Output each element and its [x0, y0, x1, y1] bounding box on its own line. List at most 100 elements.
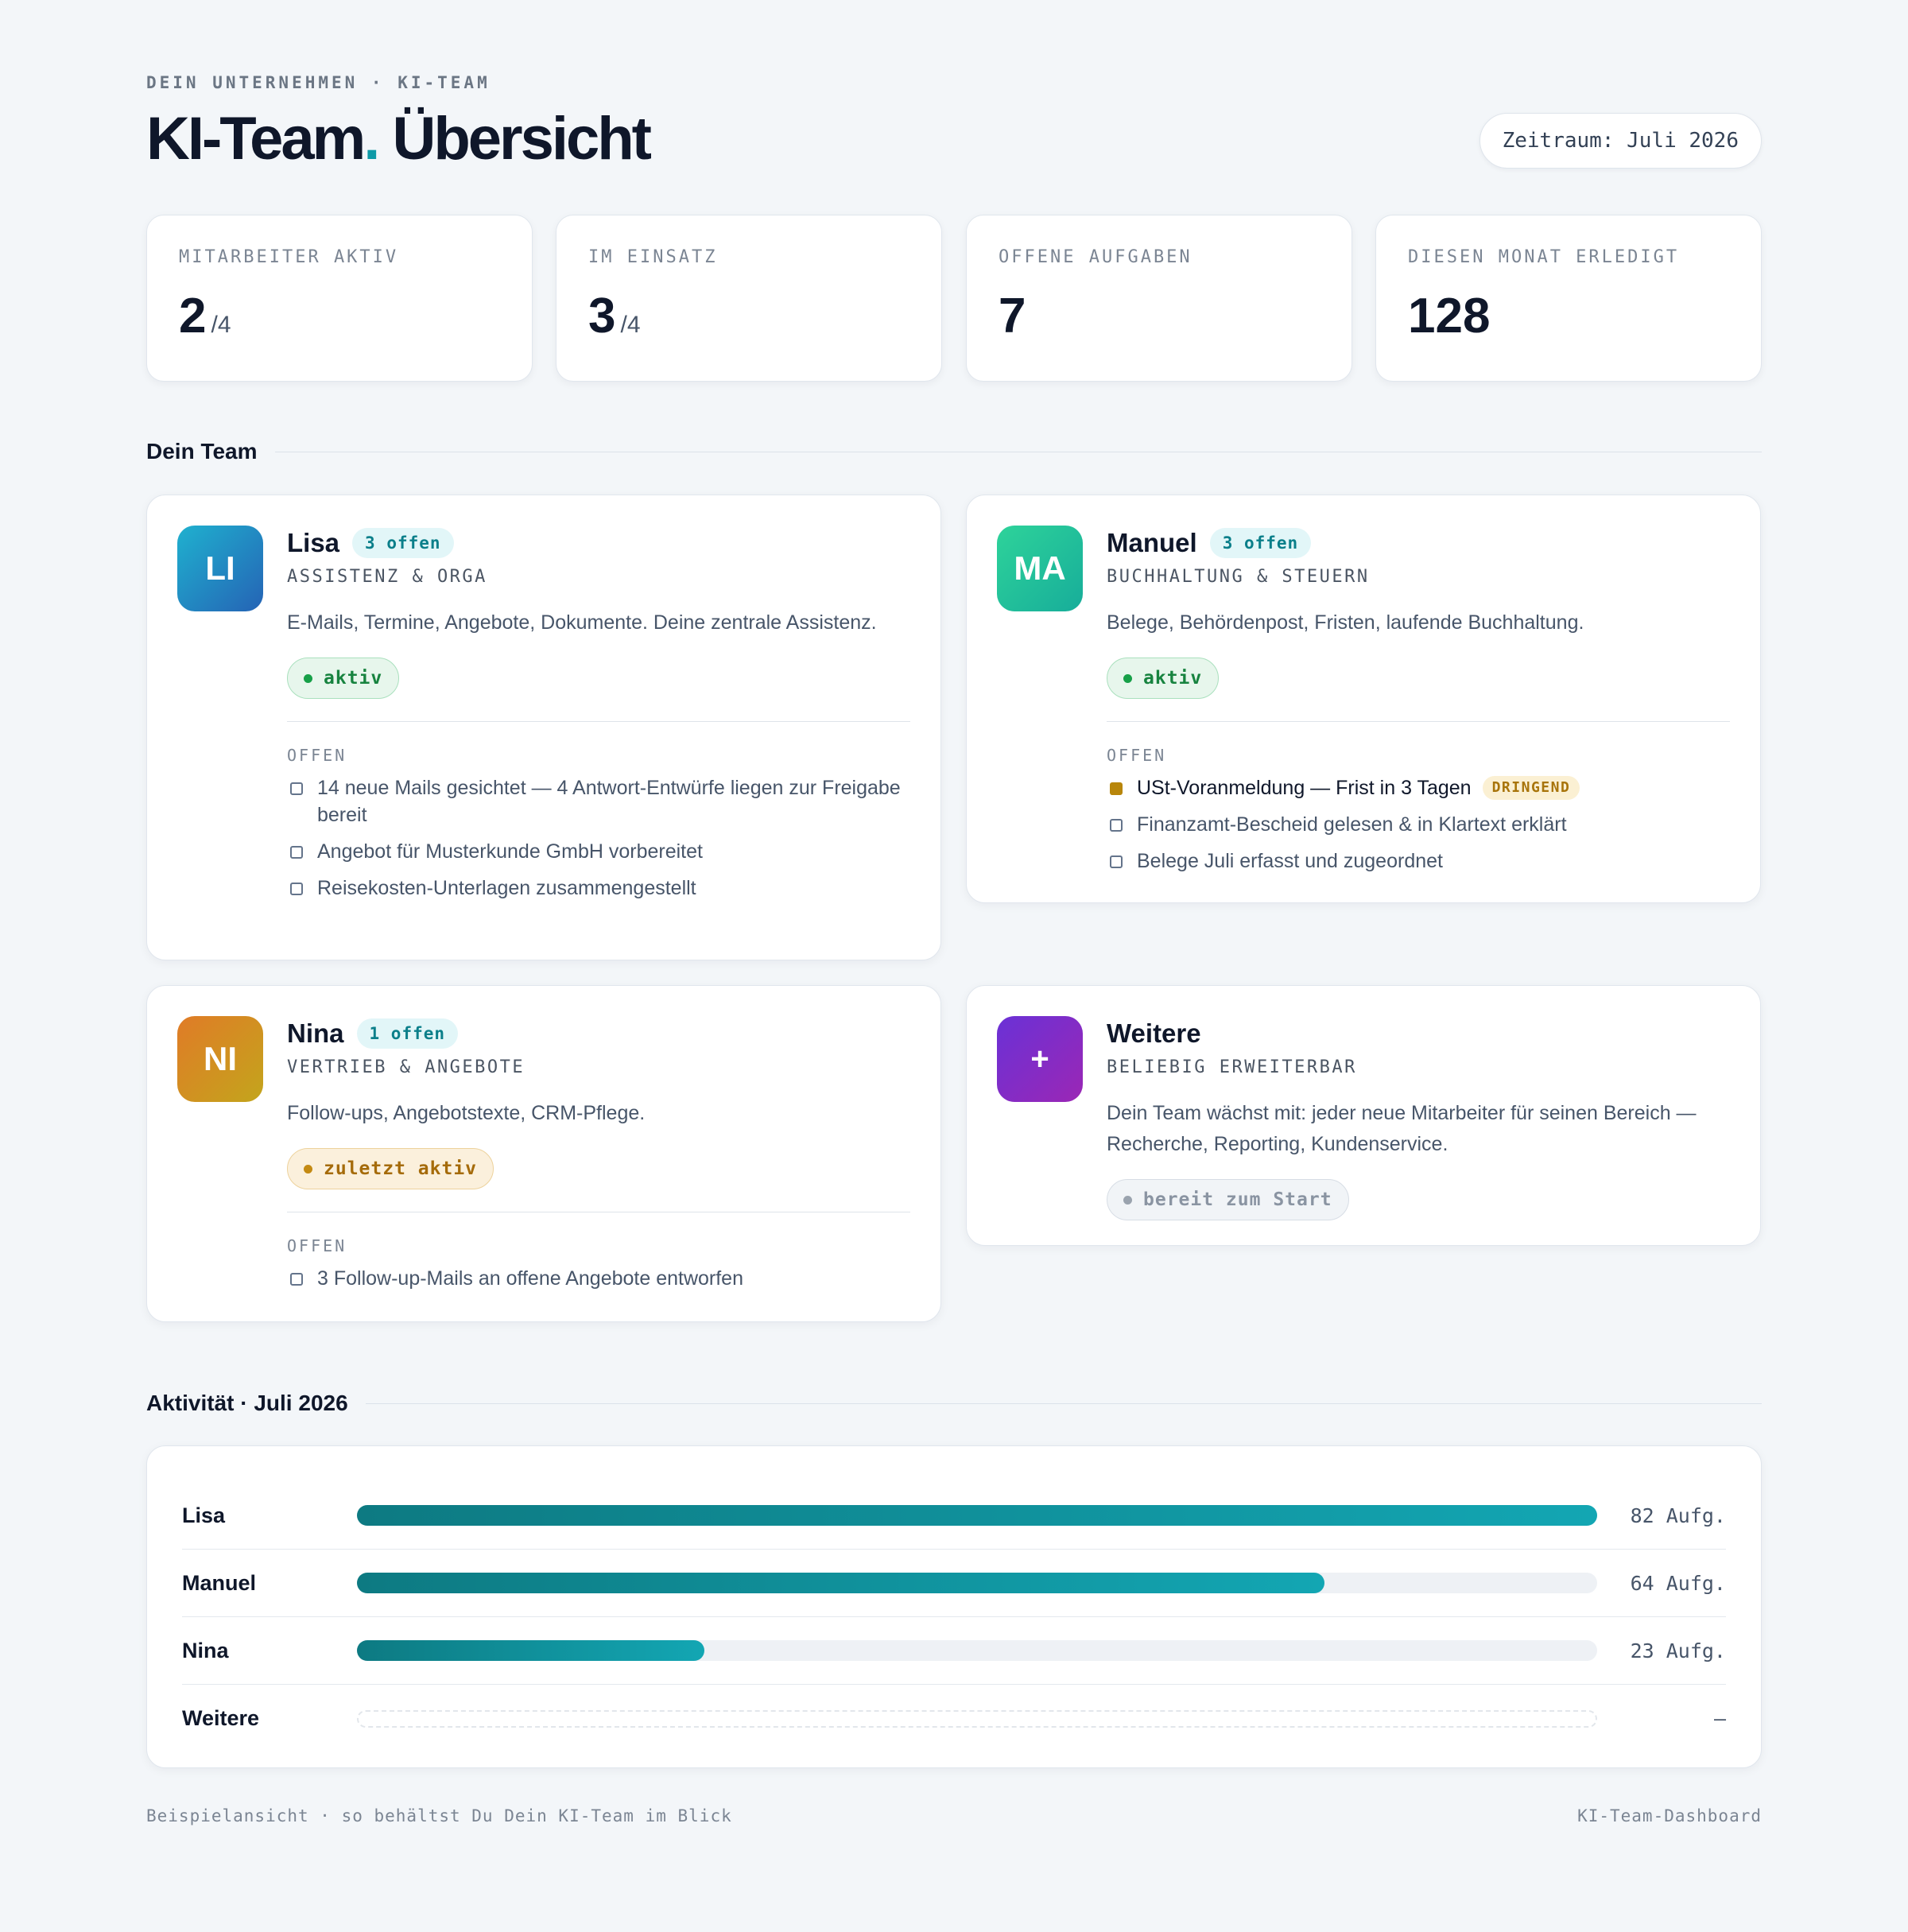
stat-sub: /4	[211, 312, 231, 338]
task-item: Angebot für Musterkunde GmbH vorbereitet	[287, 838, 910, 865]
task-text: Finanzamt-Bescheid gelesen & in Klartext…	[1137, 813, 1567, 836]
checkbox[interactable]	[290, 846, 303, 859]
task-text: Angebot für Musterkunde GmbH vorbereitet	[317, 840, 703, 863]
plus-icon[interactable]: +	[997, 1016, 1083, 1102]
task-item: Finanzamt-Bescheid gelesen & in Klartext…	[1107, 811, 1730, 838]
activity-bar	[357, 1640, 704, 1661]
urgent-tag: DRINGEND	[1482, 776, 1580, 800]
stat-label: IM EINSATZ	[588, 247, 718, 267]
open-tasks-label: OFFEN	[1107, 746, 1167, 765]
checkbox[interactable]	[1110, 819, 1123, 832]
team-card-nina[interactable]: NI Nina 1 offen VERTRIEB & ANGEBOTE Foll…	[146, 985, 941, 1322]
checkbox[interactable]	[1110, 855, 1123, 868]
footer-note: Beispielansicht · so behältst Du Dein KI…	[146, 1806, 732, 1825]
stat-sub: /4	[620, 312, 641, 338]
task-item-urgent: USt-Voranmeldung — Frist in 3 Tagen DRING…	[1107, 774, 1730, 801]
stat-number: 7	[999, 289, 1026, 343]
avatar: LI	[177, 526, 263, 611]
activity-track	[357, 1640, 1597, 1661]
stat-number: 128	[1408, 289, 1491, 343]
activity-bar	[357, 1505, 1597, 1526]
status-badge: bereit zum Start	[1107, 1179, 1349, 1220]
stat-card-done-month: DIESEN MONAT ERLEDIGT 128	[1375, 215, 1762, 382]
activity-value: 23 Aufg.	[1630, 1639, 1726, 1662]
team-section-header: Dein Team	[146, 438, 1762, 465]
activity-row-nina: Nina 23 Aufg.	[182, 1617, 1726, 1685]
team-card-lisa[interactable]: LI Lisa 3 offen ASSISTENZ & ORGA E-Mails…	[146, 495, 941, 960]
activity-track	[357, 1505, 1597, 1526]
member-description: Follow-ups, Angebotstexte, CRM-Pflege.	[287, 1102, 646, 1124]
activity-track	[357, 1573, 1597, 1593]
task-item: Belege Juli erfasst und zugeordnet	[1107, 848, 1730, 875]
activity-value: 82 Aufg.	[1630, 1503, 1726, 1527]
status-badge: aktiv	[1107, 658, 1220, 699]
activity-row-lisa: Lisa 82 Aufg.	[182, 1482, 1726, 1550]
title-dot: .	[363, 105, 380, 173]
activity-row-manuel: Manuel 64 Aufg.	[182, 1550, 1726, 1617]
activity-name: Manuel	[182, 1570, 257, 1595]
status-text: aktiv	[324, 668, 383, 689]
activity-value: —	[1713, 1707, 1726, 1730]
task-list: 14 neue Mails gesichtet — 4 Antwort-Entw…	[287, 774, 910, 902]
activity-panel: Lisa 82 Aufg. Manuel 64 Aufg. Nina 23 Au…	[146, 1445, 1762, 1768]
stat-label: MITARBEITER AKTIV	[179, 247, 399, 267]
avatar: MA	[997, 526, 1083, 611]
activity-value: 64 Aufg.	[1630, 1571, 1726, 1595]
task-text: 14 neue Mails gesichtet — 4 Antwort-Entw…	[317, 777, 901, 826]
task-text: USt-Voranmeldung — Frist in 3 Tagen	[1137, 777, 1472, 799]
status-dot-icon	[1123, 673, 1132, 683]
page-title: KI-Team. Übersicht	[146, 103, 652, 175]
status-text: zuletzt aktiv	[324, 1158, 478, 1179]
checkbox[interactable]	[290, 1273, 303, 1286]
period-selector[interactable]: Zeitraum: Juli 2026	[1479, 113, 1762, 169]
section-title: Dein Team	[146, 439, 258, 464]
task-item: 14 neue Mails gesichtet — 4 Antwort-Entw…	[287, 774, 910, 828]
activity-row-weitere: Weitere —	[182, 1685, 1726, 1752]
status-text: bereit zum Start	[1143, 1189, 1332, 1210]
status-dot-icon	[304, 1164, 312, 1174]
stat-label: OFFENE AUFGABEN	[999, 247, 1192, 267]
open-count-badge: 1 offen	[356, 1018, 459, 1049]
task-list: USt-Voranmeldung — Frist in 3 Tagen DRING…	[1107, 774, 1730, 875]
team-card-manuel[interactable]: MA Manuel 3 offen BUCHHALTUNG & STEUERN …	[966, 495, 1761, 903]
task-text: Reisekosten-Unterlagen zusammengestellt	[317, 877, 696, 899]
title-part1: KI-Team	[146, 105, 366, 173]
divider	[1107, 721, 1730, 722]
activity-name: Nina	[182, 1638, 229, 1662]
open-count-badge: 3 offen	[352, 528, 454, 558]
checkbox[interactable]	[290, 782, 303, 795]
stat-card-deployed: IM EINSATZ 3/4	[556, 215, 942, 382]
open-tasks-label: OFFEN	[287, 746, 347, 765]
member-role: BUCHHALTUNG & STEUERN	[1107, 567, 1370, 587]
status-badge: zuletzt aktiv	[287, 1148, 494, 1189]
stat-label: DIESEN MONAT ERLEDIGT	[1408, 247, 1680, 267]
task-item: 3 Follow-up-Mails an offene Angebote ent…	[287, 1265, 910, 1292]
member-role: BELIEBIG ERWEITERBAR	[1107, 1057, 1357, 1077]
member-description: Belege, Behördenpost, Fristen, laufende …	[1107, 611, 1584, 634]
stat-value: 7	[999, 289, 1030, 353]
member-role: ASSISTENZ & ORGA	[287, 567, 487, 587]
task-list: 3 Follow-up-Mails an offene Angebote ent…	[287, 1265, 910, 1292]
divider	[287, 721, 910, 722]
stat-value: 2/4	[179, 289, 231, 353]
member-role: VERTRIEB & ANGEBOTE	[287, 1057, 525, 1077]
status-badge: aktiv	[287, 658, 400, 699]
status-dot-icon	[1123, 1195, 1132, 1205]
member-name: Lisa	[287, 528, 340, 557]
task-item: Reisekosten-Unterlagen zusammengestellt	[287, 875, 910, 902]
activity-name: Lisa	[182, 1503, 226, 1527]
section-divider	[365, 1402, 1762, 1404]
checkbox[interactable]	[1110, 782, 1123, 795]
team-card-weitere[interactable]: + Weitere BELIEBIG ERWEITERBAR Dein Team…	[966, 985, 1761, 1246]
open-tasks-label: OFFEN	[287, 1236, 347, 1255]
task-text: 3 Follow-up-Mails an offene Angebote ent…	[317, 1267, 743, 1290]
activity-name: Weitere	[182, 1706, 260, 1730]
stat-value: 3/4	[588, 289, 641, 353]
stat-number: 2	[179, 289, 207, 343]
avatar: NI	[177, 1016, 263, 1102]
member-name: Nina	[287, 1018, 344, 1048]
eyebrow: DEIN UNTERNEHMEN · KI-TEAM	[146, 73, 491, 92]
stat-card-active: MITARBEITER AKTIV 2/4	[146, 215, 533, 382]
activity-track-empty	[357, 1709, 1597, 1728]
checkbox[interactable]	[290, 883, 303, 895]
